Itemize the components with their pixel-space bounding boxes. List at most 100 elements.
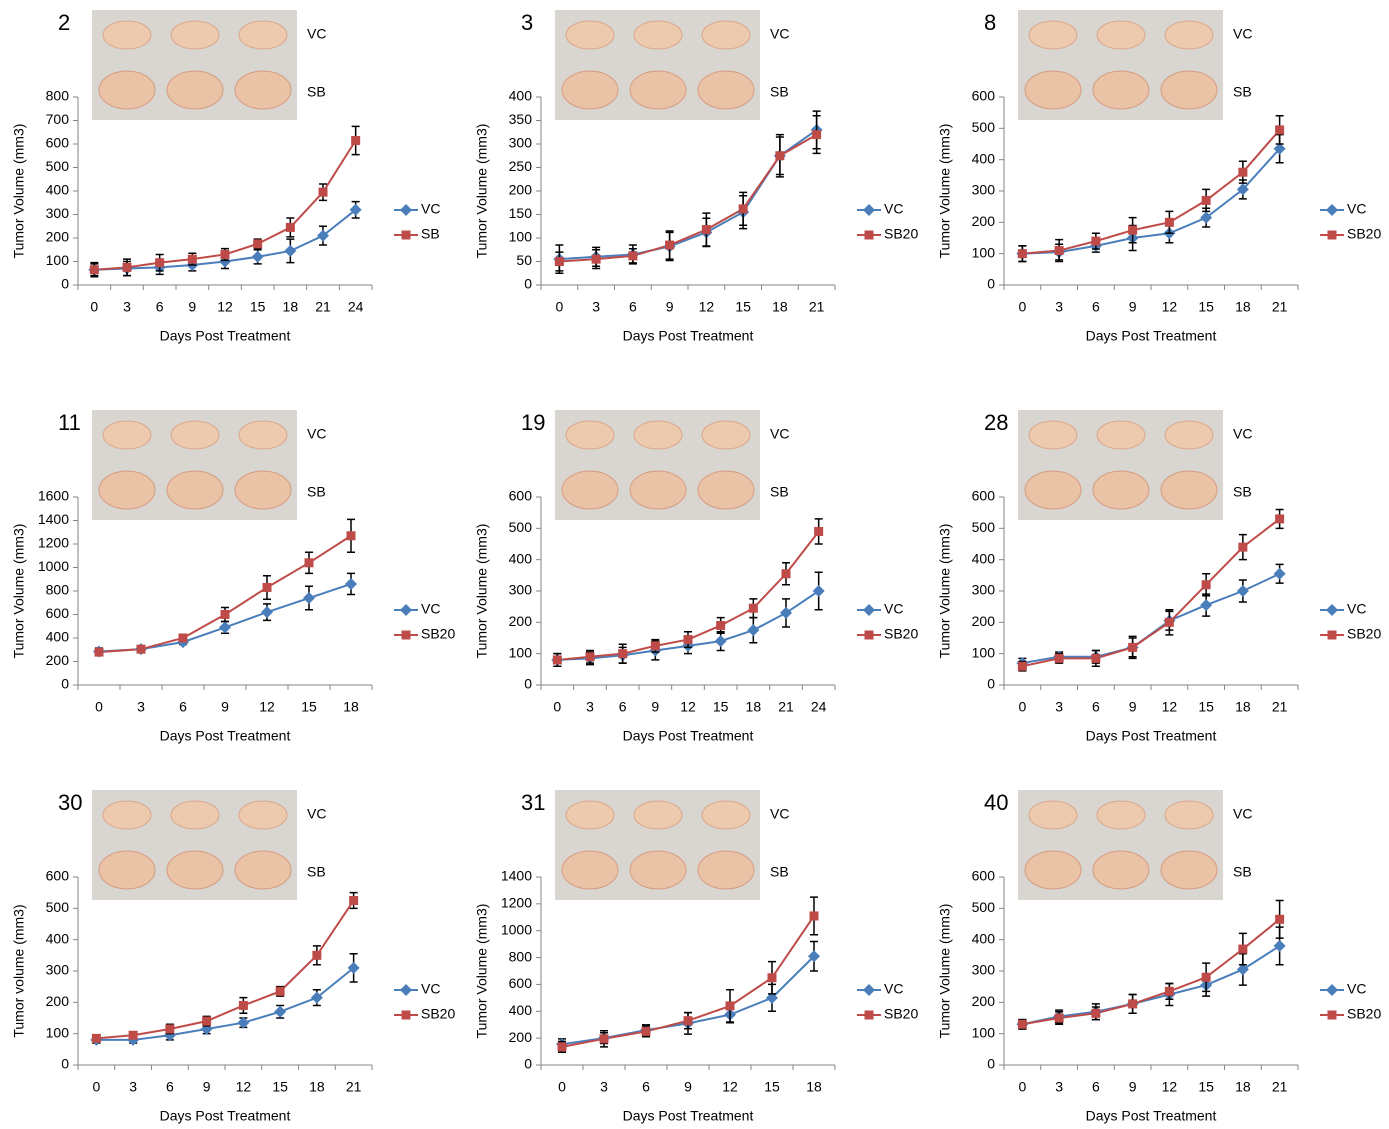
y-tick-label: 0 (524, 1056, 532, 1072)
chart-panel: 3 VC SB 0 50 100 150 200 250 300 350 400 0 3 6 9 12 15 18 2… (474, 10, 919, 344)
tumor-image (561, 470, 619, 510)
data-point (552, 655, 562, 665)
photo-label: SB (1233, 84, 1252, 100)
data-point (94, 647, 104, 657)
y-tick-label: 300 (972, 182, 996, 198)
data-point (554, 257, 564, 266)
data-point (1201, 195, 1211, 205)
y-tick-label: 200 (509, 182, 533, 198)
tumor-image (170, 420, 220, 450)
panel-label: 31 (521, 790, 545, 815)
data-point (165, 1024, 175, 1034)
series-line (1022, 129, 1281, 255)
y-tick-label: 600 (46, 868, 70, 884)
x-tick-label: 0 (1018, 299, 1026, 315)
data-point (345, 577, 357, 590)
photo-label: SB (307, 84, 326, 100)
y-tick-label: 100 (972, 244, 996, 260)
data-point (187, 254, 197, 264)
x-tick-label: 9 (1129, 299, 1137, 315)
data-point (128, 1030, 138, 1040)
data-point (312, 950, 322, 960)
chart-panel: 30 VC SB 0 100 200 300 400 500 600 0 3 6 9 12 15 18 21 Day… (11, 790, 456, 1124)
data-point (220, 610, 230, 619)
data-point (1164, 617, 1174, 627)
x-tick-label: 3 (137, 699, 145, 715)
data-point (808, 950, 820, 963)
tumor-image (565, 420, 615, 450)
tumor-image (1028, 800, 1078, 830)
data-point (1164, 217, 1174, 227)
data-point (780, 606, 792, 619)
panel-label: 11 (58, 410, 81, 435)
tumor-image (170, 20, 220, 50)
x-tick-label: 12 (217, 299, 233, 315)
panel-label: 30 (58, 790, 82, 815)
y-tick-label: 500 (972, 899, 996, 915)
chart-panel: 8 VC SB 0 100 200 300 400 500 600 0 3 6 9 12 15 18 21 Days… (937, 10, 1382, 344)
chart-panel: 11 VC SB 0 200 400 600 800 1000 1200 1400 1600 0 3 6 9 1… (11, 410, 456, 744)
y-tick-label: 300 (509, 135, 533, 151)
legend-label: SB20 (421, 626, 455, 642)
y-tick-label: 200 (972, 213, 996, 229)
data-point (349, 896, 359, 905)
data-point (1236, 963, 1249, 976)
data-point (1017, 661, 1027, 671)
series-line (1022, 518, 1281, 668)
x-tick-label: 21 (1272, 1079, 1288, 1095)
y-tick-label: 800 (46, 88, 70, 104)
x-tick-label: 9 (1129, 1079, 1137, 1095)
y-axis-label: Tumor Volume (mm3) (937, 904, 953, 1039)
data-point (747, 624, 760, 637)
y-tick-label: 600 (972, 488, 996, 504)
x-axis-label: Days Post Treatment (160, 328, 291, 344)
data-point (716, 620, 726, 630)
x-tick-label: 15 (1198, 299, 1214, 315)
panel-label: 8 (984, 10, 996, 35)
legend-label: SB20 (1347, 1006, 1381, 1022)
data-point (318, 187, 328, 197)
x-tick-label: 21 (1272, 299, 1288, 315)
legend-marker (400, 204, 412, 216)
x-axis-label: Days Post Treatment (623, 1108, 754, 1124)
chart-panel: 28 VC SB 0 100 200 300 400 500 600 0 3 6 9 12 15 18 21 Day… (937, 410, 1382, 744)
legend-label: SB20 (421, 1006, 455, 1022)
data-point (349, 203, 362, 216)
data-point (1273, 567, 1286, 580)
x-tick-label: 3 (600, 1079, 608, 1095)
data-point (591, 254, 601, 264)
x-tick-label: 12 (1162, 699, 1178, 715)
y-tick-label: 100 (509, 229, 533, 245)
y-tick-label: 0 (61, 276, 69, 292)
tumor-image (238, 20, 288, 50)
photo-label: VC (770, 426, 789, 442)
data-point (351, 135, 361, 145)
legend-marker (863, 984, 875, 996)
tumor-image (629, 470, 687, 510)
data-point (1091, 236, 1101, 246)
photo-label: SB (770, 864, 789, 880)
legend-marker (1327, 230, 1337, 240)
x-axis-label: Days Post Treatment (1086, 728, 1217, 744)
legend-marker (400, 984, 412, 996)
tumor-image (1164, 420, 1214, 450)
y-tick-label: 400 (972, 550, 996, 566)
x-tick-label: 18 (1235, 299, 1251, 315)
tumor-image (102, 20, 152, 50)
y-tick-label: 400 (509, 88, 533, 104)
y-tick-label: 1400 (501, 868, 532, 884)
legend-marker (863, 204, 875, 216)
y-tick-label: 1600 (38, 488, 69, 504)
photo-label: VC (1233, 26, 1252, 42)
y-tick-label: 600 (972, 868, 996, 884)
y-tick-label: 400 (972, 150, 996, 166)
y-tick-label: 150 (509, 205, 533, 221)
y-tick-label: 0 (987, 1056, 995, 1072)
x-tick-label: 21 (346, 1079, 362, 1095)
data-point (202, 1016, 212, 1026)
data-point (89, 265, 99, 275)
x-tick-label: 6 (166, 1079, 174, 1095)
y-tick-label: 350 (509, 111, 533, 127)
x-tick-label: 24 (348, 299, 364, 315)
tumor-image (1096, 20, 1146, 50)
